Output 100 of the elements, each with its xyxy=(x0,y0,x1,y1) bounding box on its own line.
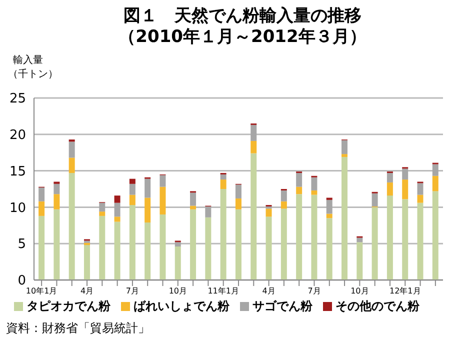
bar xyxy=(99,216,106,280)
bar xyxy=(190,209,196,280)
chart-subtitle: （2010年１月～2012年３月） xyxy=(118,27,368,48)
bar xyxy=(372,207,378,280)
bar xyxy=(220,180,226,189)
bar xyxy=(342,156,348,280)
bar xyxy=(205,217,212,280)
bar xyxy=(342,154,348,157)
x-tick-label: 10月 xyxy=(350,286,369,296)
x-tick-label: 12年1月 xyxy=(389,286,421,296)
bar xyxy=(68,172,75,280)
bar xyxy=(190,192,196,206)
bar xyxy=(38,201,45,216)
bar xyxy=(250,153,257,280)
bar xyxy=(84,242,90,246)
bar xyxy=(54,209,60,280)
bar xyxy=(402,168,408,180)
bar xyxy=(311,194,318,280)
bar xyxy=(432,176,438,192)
bar xyxy=(160,214,166,280)
bar xyxy=(38,188,45,202)
bar xyxy=(386,182,393,196)
bar xyxy=(326,200,332,214)
y-tick-label: 10 xyxy=(9,200,26,216)
bar xyxy=(356,242,363,280)
bar xyxy=(432,191,438,280)
bar xyxy=(402,199,408,280)
bar xyxy=(190,206,196,210)
y-tick-label: 25 xyxy=(9,92,26,107)
bar xyxy=(296,186,302,194)
x-tick-label: 10月 xyxy=(168,286,187,296)
bar xyxy=(235,209,242,280)
y-tick-label: 5 xyxy=(18,237,26,252)
x-tick-label: 7月 xyxy=(308,286,321,296)
bar xyxy=(114,216,120,222)
bar xyxy=(280,201,287,209)
y-tick-label: 0 xyxy=(18,274,26,289)
bar xyxy=(326,214,332,218)
bar xyxy=(68,142,75,158)
bar xyxy=(386,196,393,280)
bar xyxy=(205,206,212,218)
bar xyxy=(114,202,120,217)
bar xyxy=(220,174,226,180)
bar xyxy=(311,190,318,195)
bar xyxy=(296,172,302,187)
bar xyxy=(402,180,408,200)
y-tick-label: 15 xyxy=(9,164,26,180)
bar xyxy=(417,183,424,195)
bar xyxy=(280,208,287,280)
x-tick-label: 4月 xyxy=(262,286,276,296)
y-axis-title: 輸入量（千トン） xyxy=(8,54,58,82)
x-tick-label: 10年1月 xyxy=(26,286,58,296)
legend-label: その他のでん粉 xyxy=(336,299,420,313)
bar xyxy=(280,190,287,202)
y-tick-label: 20 xyxy=(9,128,26,144)
bar xyxy=(342,140,348,154)
bar xyxy=(144,198,151,222)
bar xyxy=(99,202,106,212)
bar xyxy=(114,196,120,203)
bar xyxy=(266,206,272,209)
bar xyxy=(54,184,60,194)
bar xyxy=(311,177,318,190)
bar xyxy=(129,194,136,206)
bar xyxy=(129,205,136,280)
bar xyxy=(38,216,45,280)
x-tick-label: 7月 xyxy=(126,286,140,296)
x-tick-label: 4月 xyxy=(80,286,94,296)
bar xyxy=(220,189,226,280)
chart-title: 図１ 天然でん粉輸入量の推移 xyxy=(122,6,362,27)
bar xyxy=(144,222,151,280)
bar xyxy=(250,124,257,141)
bar xyxy=(99,212,106,216)
bar xyxy=(372,193,378,206)
bar xyxy=(84,245,90,280)
bar xyxy=(417,194,424,203)
bar xyxy=(129,184,136,195)
bar xyxy=(174,242,181,247)
bar xyxy=(144,178,151,198)
bar xyxy=(114,222,120,280)
bar xyxy=(160,175,166,187)
text: 資料：財務省「貿易統計」 xyxy=(6,320,150,337)
bar xyxy=(326,218,332,280)
bar xyxy=(432,164,438,176)
bar xyxy=(266,216,272,280)
bar xyxy=(417,202,424,280)
bar xyxy=(160,186,166,214)
bar xyxy=(235,198,242,210)
legend-label: ばれいしょでん粉 xyxy=(134,299,230,313)
bar xyxy=(296,194,302,280)
bar xyxy=(129,178,136,184)
bar xyxy=(250,140,257,154)
bar xyxy=(174,246,181,280)
legend-label: タピオカでん粉 xyxy=(26,299,110,313)
legend-label: サゴでん粉 xyxy=(252,299,312,313)
bar xyxy=(266,208,272,217)
bar xyxy=(54,194,60,210)
bar xyxy=(235,184,242,198)
x-tick-label: 11年1月 xyxy=(208,286,239,296)
bar xyxy=(68,139,75,142)
bar xyxy=(356,238,363,242)
